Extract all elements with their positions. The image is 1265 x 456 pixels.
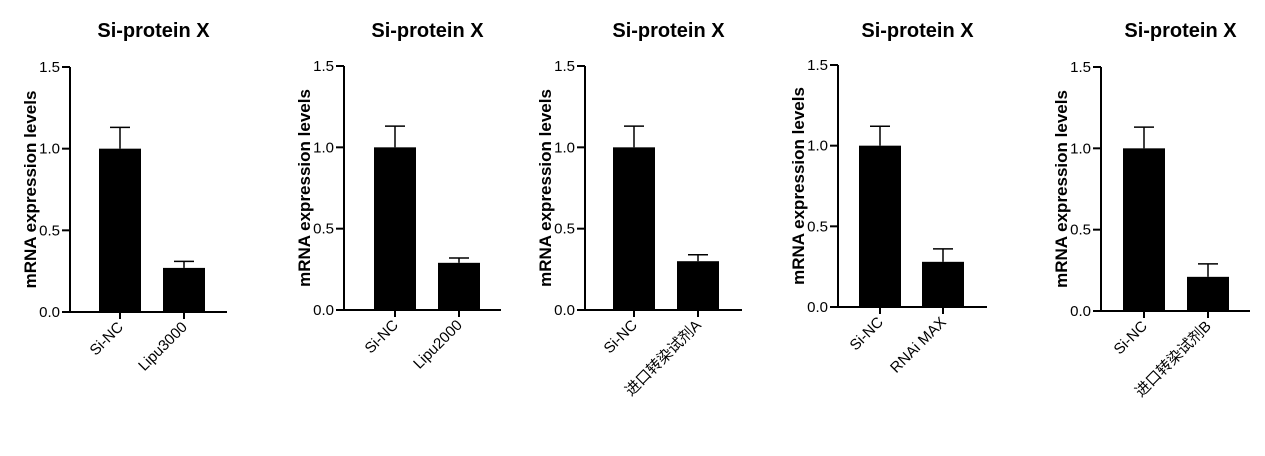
bar-1 <box>859 145 901 307</box>
y-axis-label: mRNA expression levels <box>789 87 808 285</box>
y-axis-label: mRNA expression levels <box>536 89 555 287</box>
x-tick-label: RNAi MAX <box>887 314 950 377</box>
y-tick-label: 1.0 <box>1070 140 1091 157</box>
y-tick-label: 0.5 <box>554 221 575 238</box>
y-tick-label: 1.5 <box>807 57 828 74</box>
chart-title: Si-protein X <box>861 20 974 42</box>
x-tick-label: Si-NC <box>1111 318 1151 358</box>
y-tick-label: 0.0 <box>313 302 334 319</box>
x-tick-label: Si-NC <box>87 319 127 359</box>
x-tick-label: Si-NC <box>362 317 402 357</box>
chart-panel-2: Si-protein X mRNA expression levels Si-NC L… <box>295 20 501 372</box>
chart-title: Si-protein X <box>371 20 484 42</box>
chart-panel-1: Si-protein X mRNA expression levels Si-NC L… <box>21 20 227 374</box>
y-tick-label: 1.0 <box>807 138 828 155</box>
bar-2 <box>1187 276 1229 311</box>
y-tick-label: 1.0 <box>313 139 334 156</box>
x-tick-label: Lipu3000 <box>135 319 191 375</box>
y-tick-label: 1.5 <box>313 58 334 75</box>
bar-2 <box>438 262 480 310</box>
y-tick-label: 1.5 <box>39 59 60 76</box>
y-axis-label: mRNA expression levels <box>21 91 40 289</box>
y-tick-label: 0.0 <box>554 302 575 319</box>
y-axis-label: mRNA expression levels <box>295 89 314 287</box>
bar-2 <box>163 267 205 312</box>
y-tick-label: 0.5 <box>807 218 828 235</box>
y-tick-label: 0.0 <box>1070 303 1091 320</box>
x-tick-label: Si-NC <box>601 317 641 357</box>
bar-2 <box>922 261 964 307</box>
y-tick-label: 0.0 <box>39 304 60 321</box>
bar-1 <box>1123 148 1165 311</box>
chart-title: Si-protein X <box>612 20 725 42</box>
bar-1 <box>613 147 655 310</box>
y-tick-label: 0.0 <box>807 299 828 316</box>
y-axis-label: mRNA expression levels <box>1052 90 1071 288</box>
bar-1 <box>99 148 141 312</box>
y-tick-label: 1.0 <box>554 139 575 156</box>
y-tick-label: 0.5 <box>1070 222 1091 239</box>
x-tick-label: Si-NC <box>847 314 887 354</box>
y-tick-label: 0.5 <box>39 222 60 239</box>
y-tick-label: 1.5 <box>1070 59 1091 76</box>
bar-1 <box>374 147 416 310</box>
chart-panel-4: Si-protein X mRNA expression levels Si-NC R… <box>789 20 987 377</box>
y-tick-label: 0.5 <box>313 221 334 238</box>
x-tick-label: Lipu2000 <box>410 317 466 373</box>
y-tick-label: 1.0 <box>39 141 60 158</box>
chart-title: Si-protein X <box>1124 20 1237 42</box>
chart-title: Si-protein X <box>97 20 210 42</box>
y-tick-label: 1.5 <box>554 58 575 75</box>
bar-2 <box>677 261 719 310</box>
